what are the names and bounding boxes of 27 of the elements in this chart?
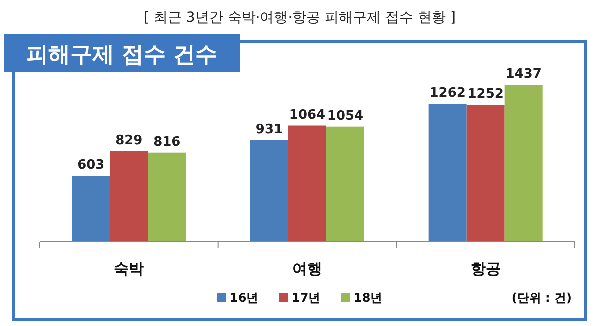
bar [250,140,288,242]
bar [504,85,543,242]
text: (단위 : 건) [512,291,572,305]
data-label: 829 [116,133,143,148]
bar [288,126,326,242]
data-label: 1262 [430,86,466,102]
x-tick-label: 여행 [292,260,322,278]
data-label: 1054 [327,108,364,124]
data-label: 816 [154,134,181,150]
chart-subtitle: 피해구제 접수 건수 [26,43,218,68]
x-tick-label: 항공 [470,260,501,278]
bar [428,104,467,242]
data-label: 1252 [468,87,504,102]
bar [466,105,505,242]
data-label: 603 [78,158,105,174]
legend-label: 18년 [354,291,383,305]
data-label: 1064 [289,108,326,123]
bar [326,126,364,242]
bar [72,176,110,242]
legend-label: 17년 [292,291,321,305]
data-label: 931 [256,122,284,138]
bar [148,152,186,242]
bar [110,151,148,242]
legend-label: 16년 [230,291,259,305]
data-label: 1437 [506,67,542,82]
x-tick-label: 숙박 [114,260,144,278]
chart-title: [ 최근 3년간 숙박·여행·항공 피해구제 접수 현황 ] [144,10,456,26]
